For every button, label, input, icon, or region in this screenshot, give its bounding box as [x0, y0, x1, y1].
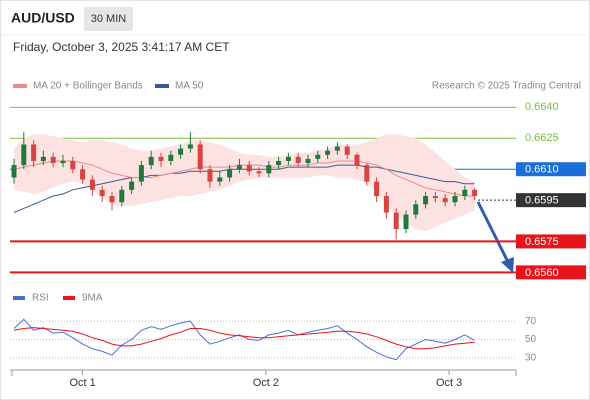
candle-body [138, 165, 144, 182]
forecast-arrow [476, 201, 510, 263]
candle-body [119, 189, 125, 203]
candle-body [325, 150, 331, 155]
legend-swatch [155, 84, 169, 88]
level-label-box [516, 193, 586, 208]
level-label: 0.6575 [525, 236, 559, 248]
candle-body [227, 169, 233, 178]
candle-body [334, 146, 340, 151]
level-label: 0.6610 [525, 164, 559, 176]
candle-body [31, 144, 37, 161]
candle-body [462, 189, 468, 197]
candle-body [315, 154, 321, 159]
candle-body [129, 181, 135, 190]
candle-body [403, 214, 409, 230]
candle-body [99, 189, 105, 197]
level-label: 0.6625 [525, 132, 559, 144]
candle-body [109, 196, 115, 203]
candle-body [40, 156, 46, 161]
ma20-line [13, 160, 475, 197]
candle-body [452, 196, 458, 203]
rsi-tick-label: 30 [525, 352, 537, 363]
x-tick-label: Oct 1 [69, 377, 95, 389]
candle-body [89, 179, 95, 190]
rsi-line [13, 327, 475, 350]
candle-body [217, 177, 223, 182]
rsi-tick-label: 70 [525, 316, 537, 327]
level-label-box [516, 162, 586, 177]
candle-body [50, 156, 56, 164]
candle-body [11, 165, 17, 178]
candle-body [187, 144, 193, 149]
level-label: 0.6595 [525, 195, 559, 207]
timeframe-badge [84, 7, 133, 31]
legend-swatch [63, 296, 75, 300]
x-tick-label: Oct 3 [436, 377, 462, 389]
candle-body [393, 212, 399, 230]
candle-body [295, 156, 301, 164]
x-tick-label: Oct 2 [253, 377, 279, 389]
candle-body [21, 144, 27, 166]
timeframe: 30 MIN [91, 13, 127, 25]
candle-body [80, 169, 86, 180]
level-label: 0.6640 [525, 101, 559, 113]
candle-body [472, 189, 478, 197]
candle-body [246, 165, 252, 172]
candle-body [285, 156, 291, 161]
candle-body [236, 165, 242, 170]
candle-body [432, 196, 438, 199]
candle-body [374, 181, 380, 197]
candle-body [60, 160, 66, 164]
timestamp: Friday, October 3, 2025 3:41:17 AM CET [13, 40, 230, 54]
candle-body [266, 165, 272, 174]
level-label: 0.6560 [525, 267, 559, 279]
legend-swatch [13, 84, 27, 88]
legend-label: MA 20 + Bollinger Bands [33, 81, 143, 92]
candle-body [148, 156, 154, 166]
rsi-tick-label: 50 [525, 334, 537, 345]
candle-body [423, 196, 429, 205]
candle-body [70, 160, 76, 170]
legend-label: RSI [32, 293, 49, 304]
candle-body [413, 204, 419, 215]
level-label-box [516, 265, 586, 280]
symbol: AUD/USD [11, 10, 75, 26]
candle-body [256, 171, 262, 174]
credit: Research © 2025 Trading Central [432, 81, 581, 92]
candle-body [207, 169, 213, 182]
candle-body [168, 154, 174, 161]
forecast-arrowhead [501, 257, 514, 273]
candle-body [158, 156, 164, 161]
candle-body [305, 158, 311, 164]
rsi-line [13, 318, 475, 361]
candle-body [197, 144, 203, 170]
candle-body [344, 146, 350, 155]
legend-swatch [13, 296, 25, 300]
legend-label: MA 50 [175, 81, 204, 92]
candle-body [276, 160, 282, 166]
candle-body [364, 165, 370, 182]
candle-body [383, 196, 389, 213]
candle-body [178, 148, 184, 155]
candle-body [442, 198, 448, 203]
legend-label: 9MA [82, 293, 103, 304]
level-label-box [516, 234, 586, 249]
candle-body [354, 154, 360, 166]
